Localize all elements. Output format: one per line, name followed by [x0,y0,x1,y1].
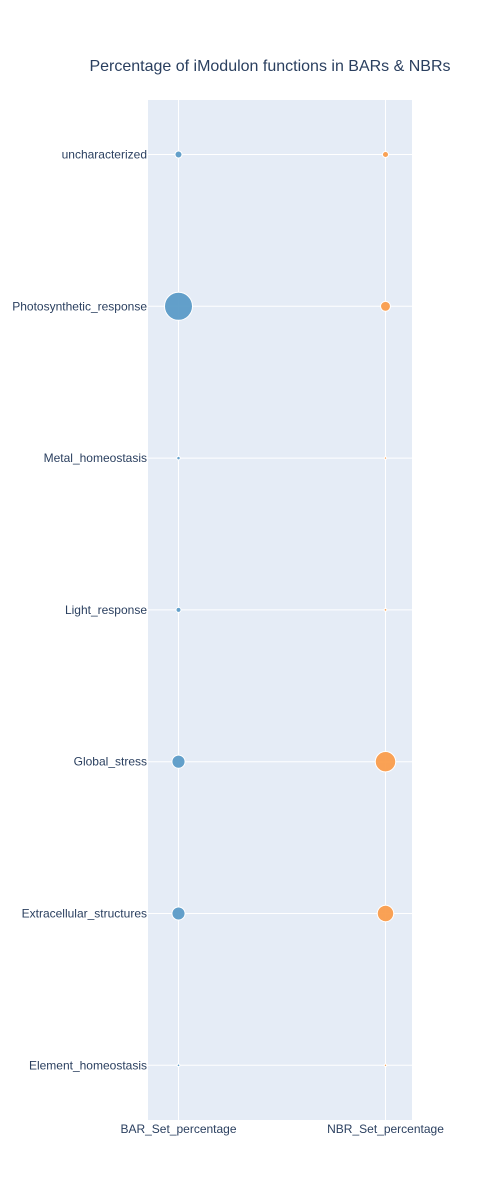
bubble-point [383,1063,388,1068]
chart-title: Percentage of iModulon functions in BARs… [89,58,450,75]
x-tick-label: BAR_Set_percentage [120,1122,236,1136]
y-tick-label: Photosynthetic_response [12,299,147,313]
bubble-point [176,455,181,461]
y-tick-label: uncharacterized [62,148,147,162]
y-tick-label: Light_response [65,603,147,617]
x-tick-label: NBR_Set_percentage [327,1122,444,1136]
y-tick-label: Extracellular_structures [22,907,147,921]
bubble-point [374,751,397,773]
x-axis-ticks: BAR_Set_percentage NBR_Set_percentage [120,1122,444,1136]
bubbles [164,150,397,1068]
y-axis-ticks: uncharacterized Photosynthetic_response Me… [12,148,147,1073]
bubble-point [174,150,183,159]
bubble-point [381,150,390,159]
bubble-point [175,606,182,613]
bubble-point [171,906,186,921]
bubble-point [383,608,388,612]
bubble-point [383,456,388,460]
bubble-point [171,754,186,769]
y-tick-label: Element_homeostasis [29,1058,147,1072]
bubble-point [164,291,193,321]
bubble-point [176,1063,181,1068]
y-tick-label: Global_stress [74,755,147,769]
y-tick-label: Metal_homeostasis [44,451,147,465]
bubble-point [376,904,395,923]
bubble-point [380,300,391,312]
